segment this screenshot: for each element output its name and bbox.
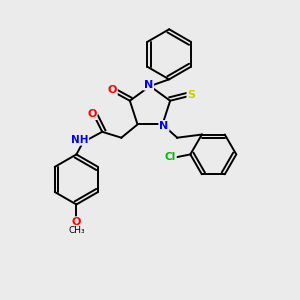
Text: CH₃: CH₃: [68, 226, 85, 235]
Text: N: N: [144, 80, 153, 90]
Text: N: N: [159, 121, 169, 131]
Text: O: O: [107, 85, 117, 94]
Text: O: O: [72, 217, 81, 227]
Text: O: O: [87, 109, 97, 119]
Text: S: S: [188, 90, 195, 100]
Text: NH: NH: [71, 135, 88, 145]
Text: Cl: Cl: [165, 152, 176, 162]
